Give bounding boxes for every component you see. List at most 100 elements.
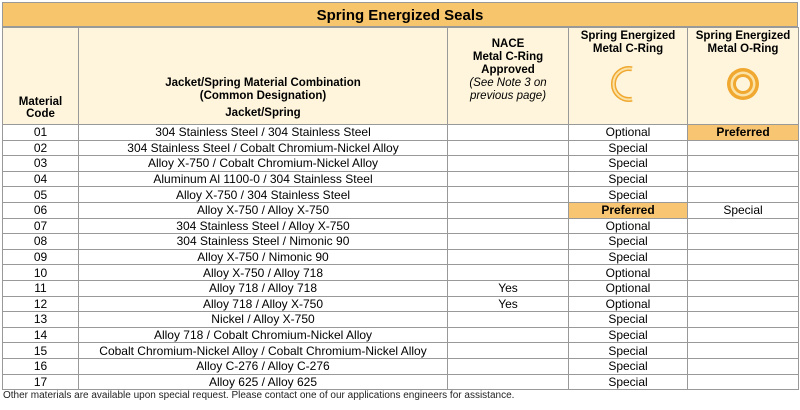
table-cell: Optional	[568, 217, 688, 235]
table-cell: Optional	[568, 124, 688, 141]
table-cell: 09	[2, 248, 79, 266]
table-cell: Special	[568, 311, 688, 328]
table-body: 01 304 Stainless Steel / 304 Stainless St…	[2, 124, 799, 391]
table-cell: Alloy 625 / Alloy 625	[78, 373, 448, 391]
table-cell: Nickel / Alloy X-750	[78, 311, 448, 328]
header-text: Spring Energized Metal C-Ring	[580, 30, 676, 55]
table-cell	[687, 279, 799, 297]
table-cell	[447, 373, 569, 391]
table-cell: 304 Stainless Steel / Alloy X-750	[78, 217, 448, 235]
table-cell: Optional	[568, 264, 688, 281]
table-cell	[687, 233, 799, 250]
table-cell: 03	[2, 155, 79, 172]
table-cell	[687, 295, 799, 313]
table-cell: 17	[2, 373, 79, 391]
table-row: 08 304 Stainless Steel / Nimonic 90 Specia…	[2, 233, 799, 250]
seal-table: Material Code Jacket/Spring Material Com…	[2, 27, 799, 391]
table-cell	[687, 155, 799, 172]
table-cell	[687, 342, 799, 359]
header-row: Material Code Jacket/Spring Material Com…	[2, 27, 799, 125]
table-cell	[687, 264, 799, 281]
table-cell	[447, 248, 569, 266]
table-cell	[687, 326, 799, 344]
table-cell	[687, 186, 799, 203]
table-title: Spring Energized Seals	[2, 2, 798, 27]
table-cell: Special	[568, 248, 688, 266]
table-row: 04 Aluminum Al 1100-0 / 304 Stainless Ste…	[2, 170, 799, 188]
table-cell: Yes	[447, 279, 569, 297]
table-cell	[447, 342, 569, 359]
header-cell: NACE Metal C-Ring Approved (See Note 3 o…	[447, 27, 569, 125]
table-cell: 10	[2, 264, 79, 281]
table-cell	[687, 248, 799, 266]
table-cell	[447, 217, 569, 235]
table-cell: 304 Stainless Steel / Cobalt Chromium-Ni…	[78, 139, 448, 157]
table-row: 03 Alloy X-750 / Cobalt Chromium-Nickel A…	[2, 155, 799, 172]
table-cell: Special	[568, 357, 688, 375]
table-cell	[447, 139, 569, 157]
table-cell	[447, 155, 569, 172]
table-cell: Preferred	[687, 124, 799, 141]
table-row: 15 Cobalt Chromium-Nickel Alloy / Cobalt …	[2, 342, 799, 359]
table-cell: Cobalt Chromium-Nickel Alloy / Cobalt Ch…	[78, 342, 448, 359]
table-cell	[447, 264, 569, 281]
header-text: Jacket/Spring Material Combination	[165, 77, 361, 89]
table-cell: 304 Stainless Steel / Nimonic 90	[78, 233, 448, 250]
table-cell: Alloy X-750 / Alloy X-750	[78, 201, 448, 219]
table-row: 12 Alloy 718 / Alloy X-750 Yes Optional	[2, 295, 799, 313]
table-cell: 07	[2, 217, 79, 235]
o-ring-icon	[727, 68, 759, 100]
table-cell: Special	[568, 139, 688, 157]
table-cell: 11	[2, 279, 79, 297]
table-cell	[687, 311, 799, 328]
table-row: 02 304 Stainless Steel / Cobalt Chromium-…	[2, 139, 799, 157]
header-cell: Jacket/Spring Material Combination (Comm…	[78, 27, 448, 125]
table-row: 16 Alloy C-276 / Alloy C-276 Special	[2, 357, 799, 375]
table-cell	[687, 357, 799, 375]
table-cell	[447, 201, 569, 219]
table-cell	[687, 373, 799, 391]
table-cell	[447, 326, 569, 344]
table-cell: Special	[568, 186, 688, 203]
table-cell	[447, 311, 569, 328]
table-cell: Alloy X-750 / Alloy 718	[78, 264, 448, 281]
table-cell	[447, 233, 569, 250]
table-cell: Alloy X-750 / Nimonic 90	[78, 248, 448, 266]
table-cell: Alloy X-750 / Cobalt Chromium-Nickel All…	[78, 155, 448, 172]
table-row: 10 Alloy X-750 / Alloy 718 Optional	[2, 264, 799, 281]
table-cell	[447, 170, 569, 188]
table-cell: 16	[2, 357, 79, 375]
table-row: 06 Alloy X-750 / Alloy X-750 Preferred Spec…	[2, 201, 799, 219]
header-text: (See Note 3 on previous page)	[469, 77, 547, 102]
seal-table-panel: Spring Energized Seals Material Code Jac…	[2, 2, 799, 391]
table-cell: Special	[568, 155, 688, 172]
table-row: 14 Alloy 718 / Cobalt Chromium-Nickel All…	[2, 326, 799, 344]
header-text: Approved	[481, 64, 535, 76]
table-row: 09 Alloy X-750 / Nimonic 90 Special	[2, 248, 799, 266]
table-cell: 05	[2, 186, 79, 203]
footnote: Other materials are available upon speci…	[3, 390, 515, 401]
table-cell: Aluminum Al 1100-0 / 304 Stainless Steel	[78, 170, 448, 188]
header-text: Material Code	[18, 96, 63, 120]
table-row: 13 Nickel / Alloy X-750 Special	[2, 311, 799, 328]
header-text: Metal C-Ring	[472, 51, 544, 63]
table-cell: 08	[2, 233, 79, 250]
header-text: NACE	[491, 38, 525, 50]
header-text: (Common Designation)	[199, 90, 327, 102]
table-cell: Alloy 718 / Alloy X-750	[78, 295, 448, 313]
table-cell: 14	[2, 326, 79, 344]
table-cell	[687, 170, 799, 188]
table-cell: Special	[687, 201, 799, 219]
table-cell: 02	[2, 139, 79, 157]
header-cell: Spring Energized Metal O-Ring	[687, 27, 799, 125]
header-text: Jacket/Spring	[225, 107, 301, 119]
table-cell: Alloy C-276 / Alloy C-276	[78, 357, 448, 375]
table-row: 05 Alloy X-750 / 304 Stainless Steel Speci…	[2, 186, 799, 203]
table-cell: Special	[568, 326, 688, 344]
table-cell: Special	[568, 373, 688, 391]
table-cell: Optional	[568, 279, 688, 297]
table-row: 11 Alloy 718 / Alloy 718 Yes Optional	[2, 279, 799, 297]
table-cell	[687, 139, 799, 157]
table-cell: 06	[2, 201, 79, 219]
